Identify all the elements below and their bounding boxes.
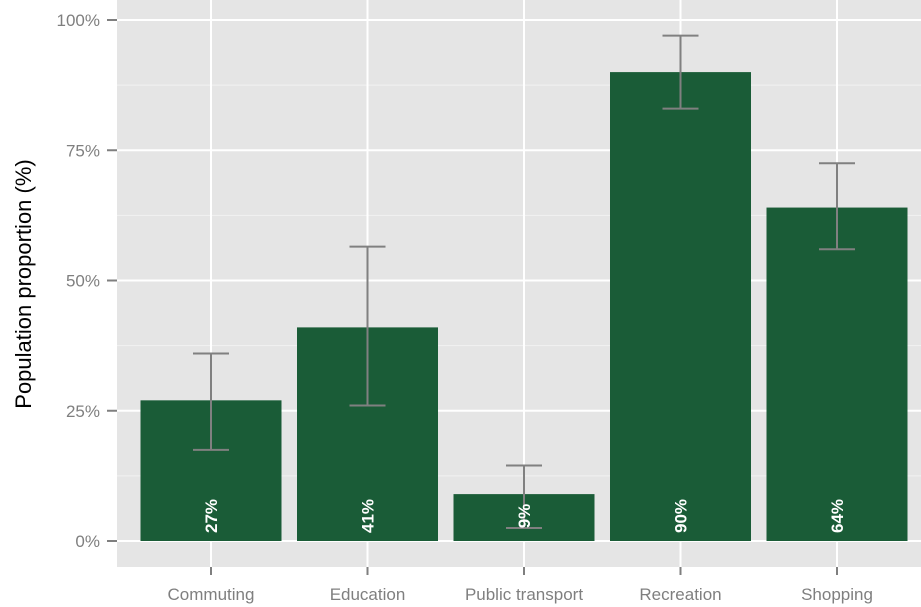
x-tick-label: Public transport [465,585,583,604]
bar-value-label: 41% [359,499,378,533]
x-axis: Commuting Education Public transport Recrea… [168,567,873,604]
bar-value-label: 27% [202,499,221,533]
y-tick-label: 100% [57,11,100,30]
y-tick-label: 75% [66,141,100,160]
x-tick-label: Shopping [801,585,873,604]
bar-value-label: 64% [828,499,847,533]
bar-value-label: 90% [672,499,691,533]
bar-recreation [610,72,751,541]
y-tick-label: 50% [66,272,100,291]
y-axis-title: Population proportion (%) [11,159,36,408]
y-axis: 0% 25% 50% 75% 100% [57,11,117,551]
y-tick-label: 25% [66,402,100,421]
x-tick-label: Recreation [639,585,721,604]
x-tick-label: Education [330,585,406,604]
y-tick-label: 0% [75,532,100,551]
bar-value-label: 9% [515,504,534,529]
x-tick-label: Commuting [168,585,255,604]
bar-shopping [766,207,908,541]
bar-value-labels: 27% 41% 9% 90% 64% [202,499,847,533]
error-bars [193,34,855,529]
